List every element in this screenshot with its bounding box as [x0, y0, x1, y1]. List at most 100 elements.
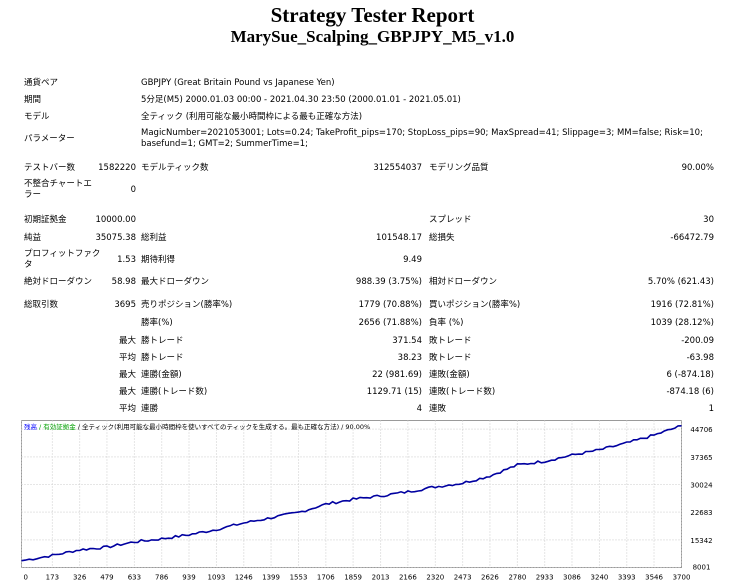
x-tick-label: 326	[73, 574, 87, 582]
largest-prefix: 最大	[118, 336, 136, 346]
gross-loss-value: -66472.79	[670, 233, 714, 243]
x-tick-label: 1859	[344, 574, 362, 582]
x-tick-label: 1553	[290, 574, 308, 582]
max-cons-cnt-prefix: 最大	[118, 387, 136, 397]
x-tick-label: 1399	[262, 574, 280, 582]
report-title: Strategy Tester Report	[270, 3, 475, 27]
x-axis-ticks: 0 173 326 479 633 786 939 1093 1246 1399 1553 1706 1…	[24, 574, 691, 582]
x-tick-label: 2473	[454, 574, 472, 582]
legend-model: / 全ティック(利用可能な最小時間枠を使いすべてのティックを生成する。最も正確な…	[78, 422, 370, 431]
net-label: 純益	[24, 233, 42, 243]
largest-win-label: 勝トレード	[141, 336, 184, 346]
y-tick-label: 8001	[693, 564, 711, 572]
mismatch-label-1: 不整合チャートエ	[24, 179, 92, 189]
y-tick-label: 15342	[690, 537, 712, 545]
period-label: 期間	[24, 95, 42, 105]
abs-dd-value: 58.98	[111, 277, 136, 287]
short-value: 1779 (70.88%)	[358, 300, 422, 310]
chart-legend: 残高 / 有効証拠金 / 全ティック(利用可能な最小時間枠を使いすべてのティックを生…	[24, 422, 370, 431]
x-tick-label: 2320	[426, 574, 444, 582]
max-dd-value: 988.39 (3.75%)	[355, 277, 422, 287]
average-prefix: 平均	[118, 353, 136, 363]
cons-loss-cnt-value: -874.18 (6)	[666, 387, 714, 397]
rel-dd-value: 5.70% (621.43)	[647, 277, 714, 287]
x-tick-label: 2780	[508, 574, 526, 582]
win-value: 2656 (71.88%)	[358, 318, 422, 328]
model-value: 全ティック (利用可能な最小時間枠による最も正確な方法)	[141, 112, 363, 122]
y-tick-label: 44706	[690, 426, 713, 434]
legend-margin: / 有効証拠金	[39, 422, 76, 431]
expected-value: 9.49	[403, 255, 422, 265]
x-tick-label: 3086	[563, 574, 581, 582]
period-value: 5分足(M5) 2000.01.03 00:00 - 2021.04.30 23…	[141, 95, 461, 105]
largest-loss-value: -200.09	[681, 336, 714, 346]
gross-loss-label: 総損失	[429, 233, 455, 243]
rel-dd-label: 相対ドローダウン	[429, 277, 498, 287]
x-tick-label: 2013	[372, 574, 390, 582]
params-label: パラメーター	[24, 134, 75, 144]
x-tick-label: 1246	[235, 574, 253, 582]
x-tick-label: 3700	[673, 574, 691, 582]
bars-label: テストバー数	[24, 163, 76, 173]
net-value: 35075.38	[95, 233, 136, 243]
ticks-label: モデルティック数	[141, 163, 209, 173]
x-tick-label: 3393	[618, 574, 636, 582]
spread-label: スプレッド	[429, 215, 472, 225]
cons-loss-amt-value: 6 (-874.18)	[666, 370, 714, 380]
deposit-label: 初期証拠金	[24, 215, 67, 225]
long-label: 買いポジション(勝率%)	[429, 300, 521, 310]
expected-label: 期待利得	[141, 255, 176, 265]
y-tick-label: 37365	[690, 454, 712, 462]
avg-cons-prefix: 平均	[118, 404, 136, 414]
avg-cons-loss-value: 1	[708, 404, 714, 414]
cons-win-cnt-value: 1129.71 (15)	[366, 387, 422, 397]
quality-label: モデリング品質	[429, 163, 489, 173]
cons-loss-amt-label: 連敗(金額)	[429, 370, 470, 380]
cons-win-amt-value: 22 (981.69)	[372, 370, 422, 380]
balance-series	[21, 425, 682, 562]
pf-label-1: プロフィットファク	[24, 249, 101, 259]
abs-dd-label: 絶対ドローダウン	[24, 277, 93, 287]
gross-profit-value: 101548.17	[376, 233, 422, 243]
legend-balance: 残高	[24, 422, 38, 431]
y-axis-ticks: 44706 37365 30024 22683 15342 8001	[690, 426, 713, 571]
pf-value: 1.53	[117, 255, 136, 265]
x-tick-label: 1706	[317, 574, 335, 582]
x-tick-label: 2166	[399, 574, 417, 582]
x-tick-label: 2626	[481, 574, 499, 582]
avg-loss-label: 敗トレード	[429, 353, 472, 363]
win-label: 勝率(%)	[141, 318, 173, 328]
long-value: 1916 (72.81%)	[650, 300, 714, 310]
params-line-1: MagicNumber=2021053001; Lots=0.24; TakeP…	[141, 128, 703, 138]
x-tick-label: 0	[24, 574, 28, 582]
trades-label: 総取引数	[24, 300, 59, 310]
quality-value: 90.00%	[681, 163, 714, 173]
model-label: モデル	[24, 112, 50, 122]
y-tick-label: 30024	[690, 481, 713, 489]
avg-cons-loss-label: 連敗	[429, 404, 447, 414]
gross-profit-label: 総利益	[141, 233, 167, 243]
cons-win-amt-label: 連勝(金額)	[141, 370, 182, 380]
ticks-value: 312554037	[373, 163, 422, 173]
avg-cons-win-value: 4	[416, 404, 422, 414]
x-tick-label: 2933	[536, 574, 554, 582]
params-line-2: basefund=1; GMT=2; SummerTime=1;	[141, 139, 308, 149]
x-tick-label: 786	[155, 574, 169, 582]
x-tick-label: 633	[128, 574, 141, 582]
deposit-value: 10000.00	[95, 215, 136, 225]
symbol-value: GBPJPY (Great Britain Pound vs Japanese …	[141, 78, 335, 88]
bars-value: 1582220	[98, 163, 136, 173]
report-subtitle: MarySue_Scalping_GBPJPY_M5_v1.0	[230, 27, 515, 46]
cons-win-cnt-label: 連勝(トレード数)	[141, 387, 208, 397]
spread-value: 30	[703, 215, 714, 225]
avg-win-value: 38.23	[397, 353, 422, 363]
avg-cons-win-label: 連勝	[141, 404, 159, 414]
max-cons-amt-prefix: 最大	[118, 370, 136, 380]
x-tick-label: 3546	[645, 574, 663, 582]
symbol-label: 通貨ペア	[24, 78, 59, 88]
avg-win-label: 勝トレード	[141, 353, 184, 363]
x-tick-label: 3240	[591, 574, 609, 582]
mismatch-label-2: ラー	[24, 190, 42, 200]
chart-grid	[21, 420, 682, 568]
largest-win-value: 371.54	[392, 336, 422, 346]
